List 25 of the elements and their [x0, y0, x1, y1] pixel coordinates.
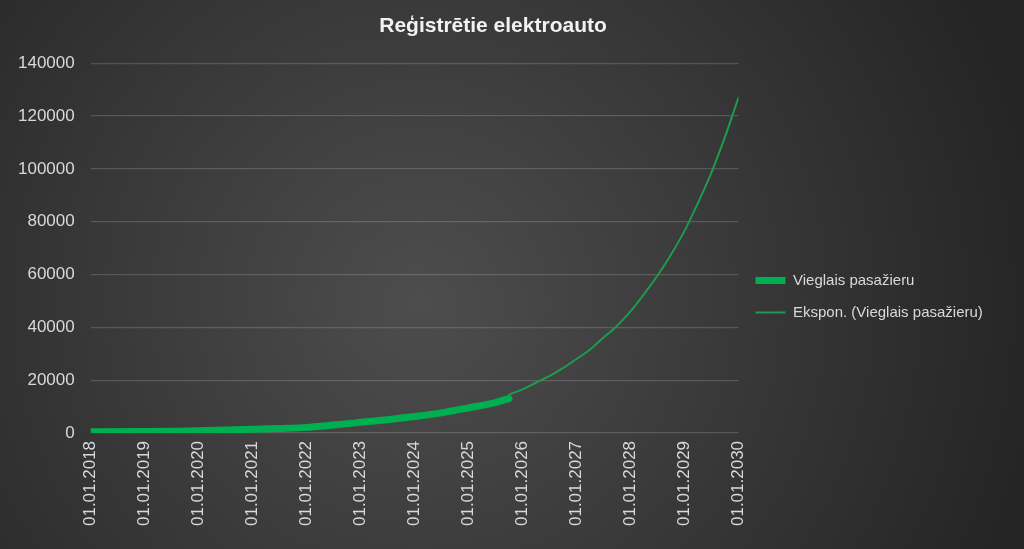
x-tick-label: 01.01.2028: [620, 440, 640, 527]
x-tick-label: 01.01.2029: [674, 440, 694, 527]
x-tick-label: 01.01.2021: [242, 440, 262, 527]
y-tick-label: 100000: [17, 158, 75, 178]
x-tick-label: 01.01.2023: [350, 440, 370, 527]
line-series: [507, 96, 739, 396]
y-tick-label: 120000: [17, 105, 75, 125]
legend-label: Vieglais pasažieru: [793, 270, 915, 288]
y-tick-label: 20000: [27, 369, 75, 389]
y-tick-label: 0: [65, 422, 75, 442]
x-tick-label: 01.01.2018: [80, 440, 100, 527]
y-tick-label: 40000: [27, 316, 75, 336]
legend-label: Ekspon. (Vieglais pasažieru): [793, 302, 983, 320]
chart-title: Reģistrētie elektroauto: [379, 13, 607, 37]
x-tick-label: 01.01.2020: [188, 440, 208, 527]
y-tick-label: 140000: [17, 52, 75, 72]
x-tick-label: 01.01.2027: [566, 440, 586, 527]
x-tick-label: 01.01.2022: [296, 440, 316, 527]
x-tick-label: 01.01.2024: [404, 440, 424, 527]
x-tick-label: 01.01.2025: [458, 440, 478, 527]
x-tick-label: 01.01.2026: [512, 440, 532, 527]
y-tick-label: 80000: [27, 211, 75, 231]
x-tick-label: 01.01.2019: [134, 440, 154, 527]
y-tick-label: 60000: [27, 264, 75, 284]
x-tick-label: 01.01.2030: [728, 440, 748, 527]
